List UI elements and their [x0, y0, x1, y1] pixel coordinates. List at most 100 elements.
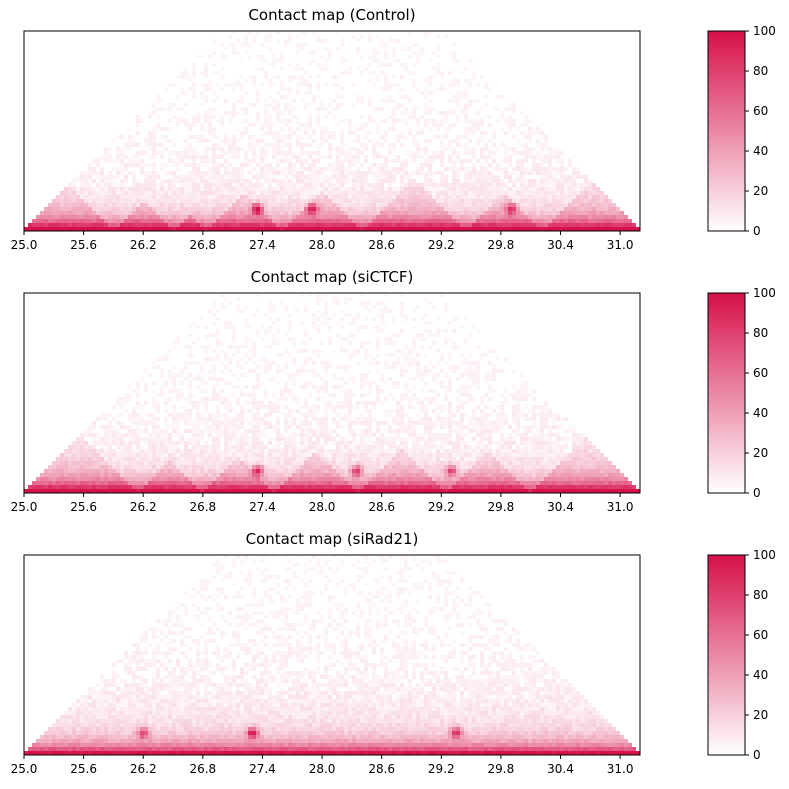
heatmap-cell — [380, 183, 384, 187]
heatmap-cell — [552, 151, 556, 155]
heatmap-cell — [408, 489, 412, 493]
heatmap-cell — [500, 179, 504, 183]
heatmap-cell — [492, 143, 496, 147]
heatmap-cell — [308, 227, 312, 231]
heatmap-cell — [592, 449, 596, 453]
x-tick-label: 28.0 — [309, 238, 336, 252]
heatmap-cell — [584, 187, 588, 191]
heatmap-cell — [464, 179, 468, 183]
heatmap-cell — [396, 477, 400, 481]
heatmap-cell — [88, 215, 92, 219]
heatmap-cell — [232, 179, 236, 183]
heatmap-cell — [552, 469, 556, 473]
heatmap-cell — [384, 457, 388, 461]
heatmap-cell — [120, 183, 124, 187]
heatmap-cell — [300, 47, 304, 51]
heatmap-cell — [124, 461, 128, 465]
heatmap-cell — [544, 135, 548, 139]
heatmap-cell — [308, 175, 312, 179]
heatmap-cell — [40, 219, 44, 223]
heatmap-cell — [504, 481, 508, 485]
contact-map-plot: 25.0 25.6 26.2 26.8 27.4 28.0 28.6 29.2 29.8 30.4… — [11, 286, 776, 514]
heatmap-cell — [332, 223, 336, 227]
heatmap-cell — [388, 223, 392, 227]
heatmap-cell — [472, 71, 476, 75]
heatmap-cell — [580, 199, 584, 203]
heatmap-cell — [400, 103, 404, 107]
heatmap-cell — [320, 223, 324, 227]
heatmap-cell — [348, 457, 352, 461]
heatmap-cell — [580, 485, 584, 489]
heatmap-cell — [460, 143, 464, 147]
x-tick-label: 30.4 — [547, 238, 574, 252]
heatmap-cell — [212, 183, 216, 187]
heatmap-cell — [428, 465, 432, 469]
heatmap-cell — [284, 167, 288, 171]
heatmap-cell — [396, 59, 400, 63]
heatmap-cell — [520, 179, 524, 183]
heatmap-cell — [388, 147, 392, 151]
heatmap-cell — [556, 155, 560, 159]
heatmap-cell — [392, 223, 396, 227]
heatmap-cell — [108, 219, 112, 223]
heatmap-cell — [204, 183, 208, 187]
heatmap-cell — [388, 485, 392, 489]
colorbar-tick-label: 40 — [753, 144, 768, 158]
heatmap-cell — [140, 183, 144, 187]
heatmap-cell — [208, 147, 212, 151]
heatmap-cell — [416, 457, 420, 461]
heatmap-cell — [504, 477, 508, 481]
heatmap-cell — [328, 453, 332, 457]
heatmap-cell — [148, 215, 152, 219]
heatmap-cell — [352, 449, 356, 453]
heatmap-cell — [248, 461, 252, 465]
heatmap-cell — [480, 167, 484, 171]
heatmap-cell — [108, 183, 112, 187]
heatmap-cell — [76, 187, 80, 191]
heatmap-cell — [324, 199, 328, 203]
heatmap-cell — [232, 167, 236, 171]
heatmap-cell — [356, 203, 360, 207]
heatmap-cell — [608, 465, 612, 469]
heatmap-cell — [596, 203, 600, 207]
heatmap-cell — [328, 183, 332, 187]
heatmap-cell — [136, 473, 140, 477]
heatmap-cell — [112, 215, 116, 219]
heatmap-cell — [484, 227, 488, 231]
heatmap-cell — [172, 215, 176, 219]
heatmap-cell — [268, 453, 272, 457]
heatmap-cell — [388, 207, 392, 211]
heatmap-cell — [400, 171, 404, 175]
heatmap-cell — [400, 135, 404, 139]
heatmap-cell — [112, 227, 116, 231]
heatmap-cell — [192, 453, 196, 457]
heatmap-cell — [260, 123, 264, 127]
heatmap-cell — [256, 155, 260, 159]
heatmap-cell — [148, 147, 152, 151]
heatmap-cell — [440, 83, 444, 87]
heatmap-cell — [520, 477, 524, 481]
heatmap-cell — [104, 151, 108, 155]
heatmap-cell — [568, 469, 572, 473]
heatmap-cell — [584, 207, 588, 211]
heatmap-cell — [196, 473, 200, 477]
heatmap-cell — [528, 453, 532, 457]
heatmap-cell — [292, 75, 296, 79]
heatmap-cell — [208, 215, 212, 219]
heatmap-cell — [468, 227, 472, 231]
heatmap-cell — [304, 215, 308, 219]
heatmap-cell — [620, 477, 624, 481]
heatmap-cell — [584, 175, 588, 179]
heatmap-cell — [296, 183, 300, 187]
heatmap-cell — [204, 95, 208, 99]
heatmap-cell — [84, 203, 88, 207]
heatmap-cell — [60, 223, 64, 227]
heatmap-cell — [392, 171, 396, 175]
heatmap-cell — [228, 477, 232, 481]
heatmap-cell — [76, 191, 80, 195]
heatmap-cell — [316, 87, 320, 91]
heatmap-cell — [392, 179, 396, 183]
heatmap-cell — [132, 215, 136, 219]
heatmap-cell — [596, 187, 600, 191]
colorbar-tick-label: 60 — [753, 104, 768, 118]
